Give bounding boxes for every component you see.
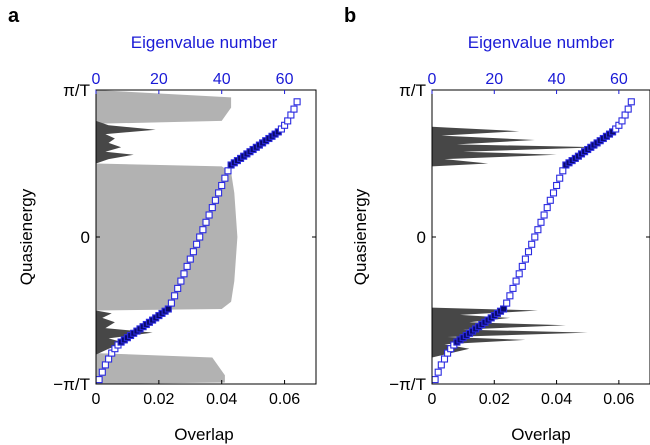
eigenvalue-marker (293, 98, 301, 106)
eigenvalue-tick-label: 0 (92, 71, 101, 88)
eigenvalue-axis-title-b: Eigenvalue number (468, 33, 615, 52)
eigenvalue-marker (531, 233, 539, 241)
eigenvalue-marker (167, 299, 175, 307)
eigenvalue-tick-label: 20 (485, 71, 503, 88)
eigenvalue-marker (221, 174, 229, 182)
quasienergy-tick-label: −π/T (389, 375, 426, 394)
panel-a: a Eigenvalue number Overlap Quasienergy … (8, 5, 317, 444)
eigenvalue-marker (503, 299, 511, 307)
eigenvalue-marker (202, 218, 210, 226)
eigenvalue-marker (546, 196, 554, 204)
quasienergy-tick-label: 0 (81, 228, 90, 247)
eigenvalue-marker (186, 255, 194, 263)
eigenvalue-marker (105, 355, 113, 363)
eigenvalue-marker (437, 361, 445, 369)
eigenvalue-marker (627, 98, 635, 106)
eigenvalue-tick-label: 0 (428, 71, 437, 88)
eigenvalue-marker (515, 270, 523, 278)
quasienergy-tick-label: π/T (399, 81, 426, 100)
eigenvalue-marker (224, 167, 232, 175)
eigenvalue-tick-label: 20 (150, 71, 168, 88)
quasienergy-tick-label: π/T (63, 81, 90, 100)
overlap-dark-area (96, 120, 156, 355)
eigenvalue-marker (524, 248, 533, 256)
eigenvalue-marker (196, 233, 204, 241)
eigenvalue-marker (553, 181, 561, 190)
eigenvalue-tick-label: 60 (610, 71, 628, 88)
eigenvalue-marker (549, 189, 558, 197)
eigenvalue-marker (559, 167, 567, 175)
overlap-tick-label: 0 (428, 391, 437, 408)
eigenvalue-marker (189, 248, 197, 256)
panel-label-a: a (8, 5, 20, 27)
eigenvalue-marker (528, 240, 536, 248)
overlap-tick-label: 0.06 (269, 391, 300, 408)
overlap-axis-title-a: Overlap (174, 425, 234, 444)
overlap-axis-title-b: Overlap (511, 425, 571, 444)
eigenvalue-tick-label: 60 (276, 71, 294, 88)
eigenvalue-marker (618, 117, 626, 125)
eigenvalue-marker (199, 226, 207, 234)
panel-b: b Eigenvalue number Overlap Quasienergy … (344, 5, 650, 444)
overlap-tick-label: 0.04 (541, 391, 572, 408)
eigenvalue-marker (211, 196, 219, 204)
eigenvalue-marker (290, 105, 298, 113)
eigenvalue-marker (287, 111, 295, 119)
eigenvalue-marker (177, 277, 185, 285)
overlap-tick-label: 0.02 (479, 391, 510, 408)
panel-label-b: b (344, 5, 356, 27)
eigenvalue-axis-title-a: Eigenvalue number (131, 33, 278, 52)
eigenvalue-marker (431, 376, 439, 384)
eigenvalue-marker (512, 277, 520, 285)
eigenvalue-tick-label: 40 (548, 71, 566, 88)
eigenvalue-marker (509, 284, 517, 292)
eigenvalue-marker (95, 376, 103, 384)
eigenvalue-marker (537, 218, 545, 226)
eigenvalue-marker (500, 305, 508, 313)
eigenvalue-marker (208, 204, 216, 212)
eigenvalue-marker (183, 262, 191, 270)
overlap-tick-label: 0.04 (206, 391, 237, 408)
quasienergy-axis-title-a: Quasienergy (17, 188, 36, 285)
quasienergy-tick-label: −π/T (53, 375, 90, 394)
overlap-dark-area (432, 126, 601, 358)
plot-area-b: 0 0.02 0.04 0.060 20 40 60π/T0−π/T (389, 71, 650, 408)
overlap-tick-label: 0.06 (603, 391, 634, 408)
eigenvalue-marker (440, 355, 449, 363)
eigenvalue-marker (218, 181, 226, 190)
eigenvalue-marker (624, 105, 632, 113)
eigenvalue-marker (98, 368, 106, 376)
eigenvalue-marker (534, 226, 542, 234)
eigenvalue-marker (434, 368, 442, 376)
eigenvalue-marker (543, 204, 551, 212)
eigenvalue-marker (164, 305, 172, 313)
plot-area-a: 0 0.02 0.04 0.060 20 40 60π/T0−π/T (53, 71, 317, 408)
eigenvalue-marker (518, 262, 526, 270)
eigenvalue-marker (621, 111, 629, 119)
eigenvalue-marker (174, 284, 182, 292)
eigenvalue-marker (284, 117, 292, 125)
eigenvalue-marker (540, 211, 548, 219)
eigenvalue-marker (521, 255, 529, 263)
eigenvalue-marker (215, 189, 223, 197)
eigenvalue-marker (171, 292, 179, 300)
eigenvalue-marker (205, 211, 213, 219)
eigenvalue-marker (506, 292, 514, 300)
eigenvalue-marker (193, 240, 201, 248)
overlap-tick-label: 0 (92, 391, 101, 408)
eigenvalue-marker (180, 270, 188, 278)
overlap-tick-label: 0.02 (143, 391, 174, 408)
eigenvalue-marker (101, 361, 109, 369)
eigenvalue-tick-label: 40 (213, 71, 231, 88)
overlap-light-area (96, 90, 238, 384)
quasienergy-tick-label: 0 (417, 228, 426, 247)
quasienergy-axis-title-b: Quasienergy (351, 188, 370, 285)
eigenvalue-marker (556, 174, 564, 182)
